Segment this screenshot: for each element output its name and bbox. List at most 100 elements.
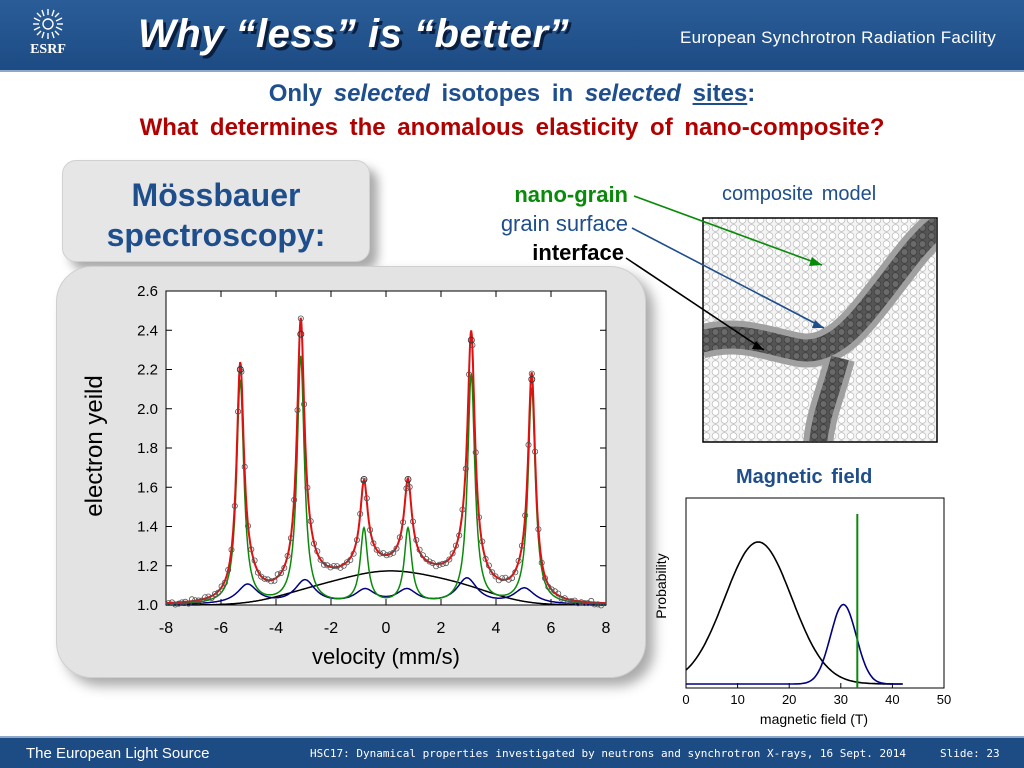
surface-distribution-line bbox=[686, 603, 903, 685]
data-point bbox=[192, 597, 199, 604]
data-point bbox=[271, 577, 278, 584]
data-point bbox=[324, 562, 331, 569]
data-point bbox=[178, 599, 185, 606]
data-point bbox=[446, 556, 453, 563]
data-point bbox=[390, 549, 397, 556]
data-point bbox=[317, 556, 324, 563]
data-point bbox=[413, 537, 420, 544]
data-point bbox=[367, 527, 374, 534]
y-tick-label: 2.6 bbox=[137, 283, 158, 300]
data-point bbox=[211, 591, 218, 598]
data-point bbox=[449, 550, 456, 557]
data-point bbox=[274, 571, 281, 578]
data-point bbox=[555, 590, 562, 597]
data-point bbox=[310, 540, 317, 547]
data-point bbox=[258, 573, 265, 580]
field-x-ticks: 0 10 20 30 40 50 bbox=[682, 683, 951, 707]
data-point bbox=[330, 563, 337, 570]
field-x-axis-label: magnetic field (T) bbox=[760, 711, 868, 727]
data-point bbox=[558, 595, 565, 602]
data-point bbox=[236, 366, 244, 373]
data-point bbox=[182, 598, 189, 605]
data-point bbox=[495, 577, 502, 584]
data-point bbox=[499, 575, 506, 582]
data-point bbox=[357, 510, 364, 517]
data-point bbox=[525, 441, 532, 448]
spectrum-y-axis-label: electron yeild bbox=[81, 375, 108, 516]
data-point bbox=[241, 463, 248, 470]
data-point bbox=[436, 561, 443, 568]
slide-header bbox=[0, 0, 1024, 70]
interface-distribution-line bbox=[685, 541, 903, 685]
data-point bbox=[518, 542, 525, 549]
mossbauer-box: Mössbauer spectroscopy: bbox=[62, 160, 370, 262]
data-point bbox=[467, 336, 475, 344]
footer-tagline: The European Light Source bbox=[26, 745, 210, 762]
interface-series-line bbox=[166, 570, 606, 606]
data-point bbox=[456, 532, 463, 539]
y-tick-label: 1.2 bbox=[137, 558, 158, 575]
nano-grain-label: nano-grain bbox=[514, 182, 628, 207]
data-point bbox=[466, 371, 473, 378]
data-point bbox=[400, 519, 407, 526]
grain-surface-series-line bbox=[166, 577, 606, 606]
slide-title: Why “less” is “better” bbox=[138, 12, 570, 56]
data-point bbox=[284, 552, 291, 559]
data-point bbox=[297, 330, 305, 338]
data-point bbox=[409, 518, 416, 525]
field-series bbox=[685, 514, 903, 688]
data-point bbox=[205, 593, 212, 600]
data-point bbox=[578, 599, 585, 606]
data-point bbox=[294, 407, 301, 414]
data-point bbox=[561, 595, 568, 602]
data-point bbox=[406, 483, 413, 490]
y-tick-label: 2.4 bbox=[137, 322, 158, 339]
data-point bbox=[419, 552, 426, 559]
y-tick-label: 1.6 bbox=[137, 479, 158, 496]
data-point bbox=[363, 495, 370, 502]
data-point bbox=[353, 537, 360, 544]
data-point bbox=[291, 496, 298, 503]
data-point bbox=[287, 535, 294, 542]
organization-name: European Synchrotron Radiation Facility bbox=[680, 28, 996, 47]
mossbauer-spectrum-chart: 1.0 1.2 1.4 1.6 1.8 2.0 2.2 2.4 2.6 -8 -6 -4 -2 0 2 4 6… bbox=[81, 283, 611, 669]
data-point bbox=[508, 575, 515, 582]
data-point bbox=[528, 375, 536, 383]
data-point bbox=[459, 506, 466, 513]
data-point bbox=[502, 574, 509, 581]
mossbauer-line-1: Mössbauer bbox=[131, 177, 301, 213]
data-point bbox=[235, 408, 242, 415]
data-point bbox=[548, 586, 555, 593]
data-point bbox=[462, 465, 469, 472]
data-point bbox=[565, 598, 572, 605]
data-point bbox=[340, 562, 347, 569]
subtitle-word: Only bbox=[268, 80, 323, 107]
data-point bbox=[202, 594, 209, 601]
data-point bbox=[188, 596, 195, 603]
data-point bbox=[505, 576, 512, 583]
composite-model-image bbox=[702, 217, 938, 443]
data-point bbox=[479, 538, 486, 545]
y-tick-label: 1.8 bbox=[137, 440, 158, 457]
data-point bbox=[225, 566, 232, 573]
x-tick-label: -8 bbox=[159, 620, 173, 637]
mossbauer-label: Mössbauer spectroscopy: bbox=[63, 175, 369, 255]
x-tick-label: 6 bbox=[547, 620, 556, 637]
data-point bbox=[433, 563, 440, 570]
data-point bbox=[485, 562, 492, 569]
data-point bbox=[376, 550, 383, 557]
data-point bbox=[429, 560, 436, 567]
data-point bbox=[264, 576, 271, 583]
data-point bbox=[393, 545, 400, 552]
slide-footer bbox=[0, 738, 1024, 768]
data-point bbox=[231, 502, 238, 509]
data-point bbox=[327, 564, 334, 571]
data-point bbox=[320, 561, 327, 568]
spectrum-x-ticks: -8 -6 -4 -2 0 2 4 6 8 bbox=[159, 291, 611, 637]
data-point bbox=[591, 601, 598, 608]
y-tick-label: 2.2 bbox=[137, 362, 158, 379]
subtitle-word: isotopes in bbox=[441, 80, 574, 107]
data-point bbox=[439, 560, 446, 567]
data-point bbox=[515, 557, 522, 564]
